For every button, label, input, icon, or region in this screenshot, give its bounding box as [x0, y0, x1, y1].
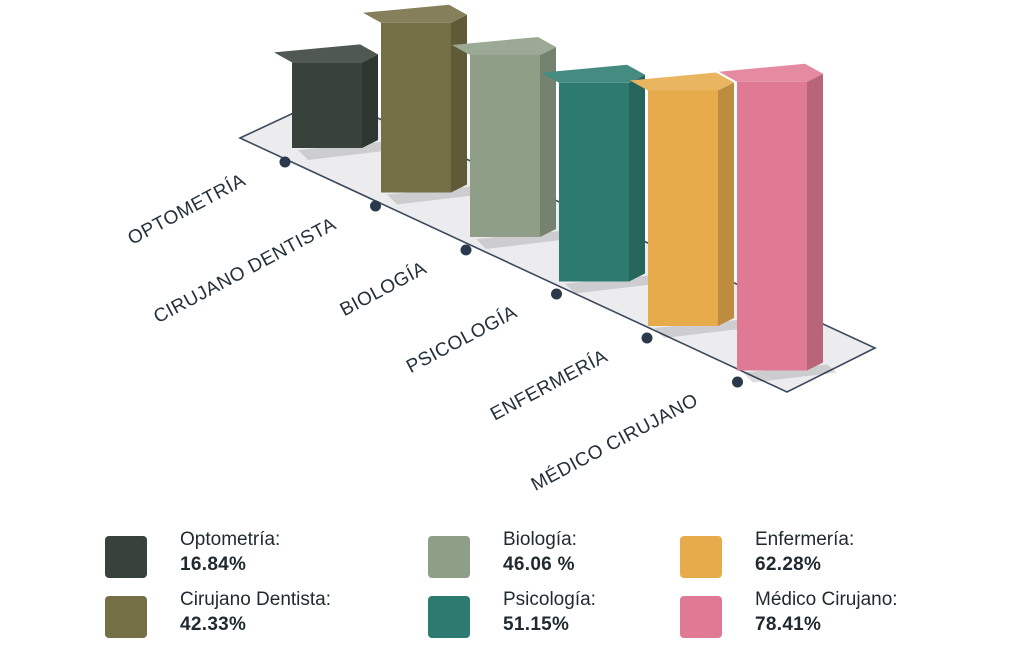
axis-dot: [279, 156, 291, 168]
bar-side: [362, 54, 378, 148]
bar-top: [630, 72, 734, 91]
legend-value: 16.84%: [180, 554, 247, 575]
bar-enfermeria: [630, 72, 748, 338]
legend-swatch: [105, 596, 147, 638]
bar-front: [470, 55, 540, 237]
legend-name: Médico Cirujano:: [755, 589, 898, 610]
bar-shadow: [654, 320, 748, 338]
legend: Optometría: 16.84% Cirujano Dentista: 42…: [0, 520, 1024, 650]
axis-label-medico-cirujano: MÉDICO CIRUJANO: [528, 390, 702, 496]
bar-side: [718, 82, 734, 326]
legend-swatch: [428, 596, 470, 638]
bar-top: [452, 37, 556, 56]
legend-name: Optometría:: [180, 529, 281, 550]
bar-front: [559, 82, 629, 282]
axis-label-enfermeria: ENFERMERÍA: [487, 346, 611, 425]
bar-front: [648, 90, 718, 326]
axis-dots: [279, 156, 743, 388]
legend-name: Psicología:: [503, 589, 596, 610]
legend-swatch: [105, 536, 147, 578]
legend-swatch: [680, 596, 722, 638]
bar-biologia: [452, 37, 570, 249]
legend-value: 51.15%: [503, 614, 570, 635]
bar-side: [629, 74, 645, 282]
bar-top: [541, 64, 645, 83]
axis-dot: [732, 376, 743, 388]
bar-shadow: [743, 364, 837, 383]
axis-label-biologia: BIOLOGÍA: [337, 258, 431, 321]
bar-side: [451, 14, 467, 193]
axis-dot: [551, 288, 562, 300]
axis-dot: [370, 200, 381, 212]
bar-front: [292, 62, 362, 148]
legend-value: 62.28%: [755, 554, 822, 575]
bar-front: [737, 81, 807, 371]
axis-dot: [641, 332, 653, 344]
axis-dot: [460, 244, 472, 256]
bar-top: [719, 63, 823, 82]
legend-name: Cirujano Dentista:: [180, 589, 332, 610]
axis-label-optometria: OPTOMETRÍA: [124, 170, 249, 250]
bar-side: [540, 47, 556, 237]
bar-medico-cirujano: [719, 63, 837, 383]
axis-label-psicologia: PSICOLOGÍA: [403, 302, 521, 378]
legend-value: 42.33%: [180, 614, 247, 635]
legend-name: Enfermería:: [755, 529, 855, 550]
bar-shadow: [298, 142, 392, 160]
legend-swatch: [680, 536, 722, 578]
bar-cirujano-dentista: [363, 4, 481, 205]
bars: [274, 4, 837, 383]
legend-value: 78.41%: [755, 614, 822, 635]
bar-shadow: [387, 186, 481, 205]
bar-shadow: [565, 275, 659, 294]
bar-top: [363, 4, 467, 23]
axis-label-cirujano-dentista: CIRUJANO DENTISTA: [150, 214, 339, 328]
bar-shadow: [476, 231, 570, 249]
legend-swatch: [428, 536, 470, 578]
bar-top: [274, 44, 378, 63]
legend-name: Biología:: [503, 529, 577, 550]
legend-value: 46.06 %: [503, 554, 575, 575]
bar-side: [807, 73, 823, 371]
bar-front: [381, 22, 451, 193]
bar-psicologia: [541, 64, 659, 294]
bar-optometria: [274, 44, 392, 160]
